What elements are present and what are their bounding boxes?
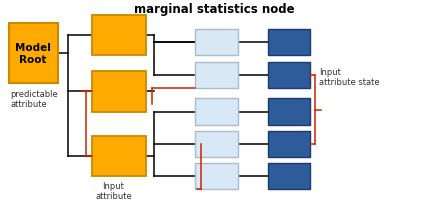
FancyBboxPatch shape xyxy=(195,163,238,189)
FancyBboxPatch shape xyxy=(268,163,310,189)
FancyBboxPatch shape xyxy=(9,24,58,84)
FancyBboxPatch shape xyxy=(268,30,310,56)
FancyBboxPatch shape xyxy=(92,136,146,176)
FancyBboxPatch shape xyxy=(92,72,146,112)
Text: Input
attribute: Input attribute xyxy=(95,181,132,200)
Text: Input
attribute state: Input attribute state xyxy=(319,67,380,87)
Text: predictable
attribute: predictable attribute xyxy=(11,89,59,109)
Text: Model
Root: Model Root xyxy=(15,43,51,65)
Text: marginal statistics node: marginal statistics node xyxy=(134,3,294,16)
FancyBboxPatch shape xyxy=(195,63,238,89)
FancyBboxPatch shape xyxy=(92,16,146,56)
FancyBboxPatch shape xyxy=(195,30,238,56)
FancyBboxPatch shape xyxy=(268,131,310,157)
FancyBboxPatch shape xyxy=(268,99,310,125)
FancyBboxPatch shape xyxy=(195,131,238,157)
FancyBboxPatch shape xyxy=(195,99,238,125)
FancyBboxPatch shape xyxy=(268,63,310,89)
